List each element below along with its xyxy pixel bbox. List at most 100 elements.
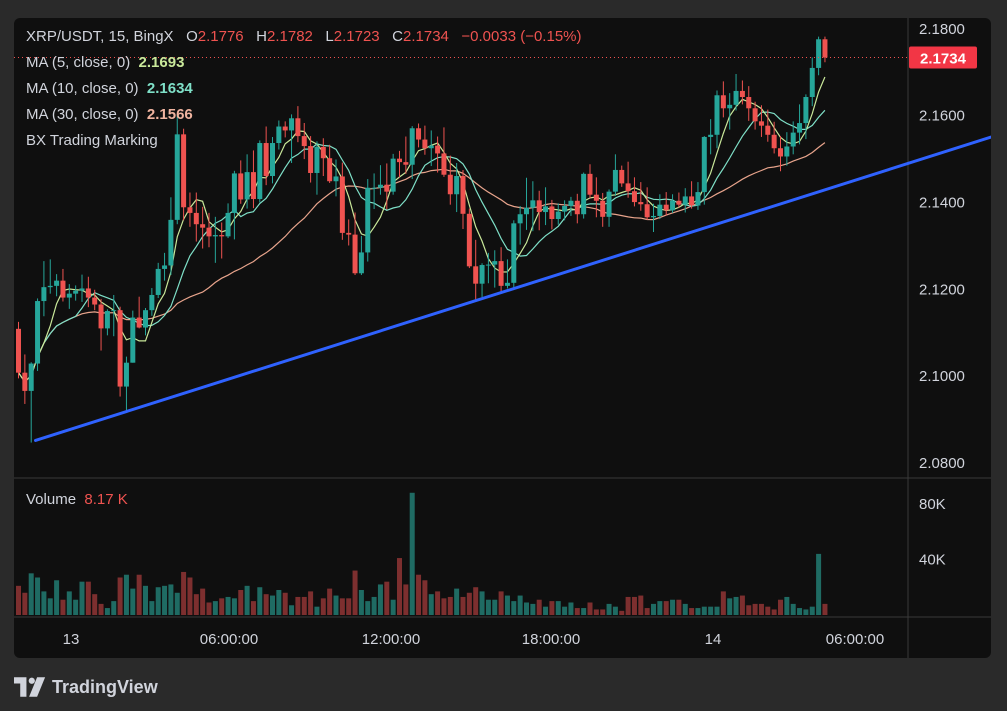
candle-body <box>250 172 256 200</box>
symbol-label[interactable]: XRP/USDT, 15, BingX <box>26 28 174 45</box>
volume-bar <box>479 591 485 615</box>
volume-bar <box>473 587 479 615</box>
volume-bar <box>460 596 466 615</box>
chart-area[interactable]: 2.1800 2.1600 2.1400 2.1200 2.1000 2.0800 80K 4… <box>14 18 991 658</box>
candle-body <box>270 143 275 177</box>
ma30-label: MA (30, close, 0) <box>26 106 139 123</box>
candle-body <box>428 145 434 149</box>
candle-body <box>670 200 676 211</box>
candle-body <box>47 285 53 288</box>
candle-body <box>651 215 656 218</box>
candle-body <box>276 126 282 144</box>
candle-body <box>549 206 555 219</box>
ma30-legend[interactable]: MA (30, close, 0) 2.1566 <box>26 106 193 123</box>
change-value: −0.0033 (−0.15%) <box>461 28 582 45</box>
volume-bar <box>149 601 155 615</box>
candle-body <box>682 196 688 205</box>
volume-bar <box>727 598 733 615</box>
candle-body <box>206 227 212 237</box>
candle-body <box>574 200 580 215</box>
ma5-label: MA (5, close, 0) <box>26 54 131 71</box>
volume-bar <box>549 601 555 615</box>
candle-body <box>257 143 263 200</box>
volume-bar <box>365 601 371 615</box>
candle-body <box>327 158 333 182</box>
candle-body <box>485 264 491 266</box>
volume-bar <box>92 594 98 615</box>
volume-bar <box>638 595 644 615</box>
candle-body <box>492 261 498 265</box>
chart-canvas[interactable]: 2.1800 2.1600 2.1400 2.1200 2.1000 2.0800 80K 4… <box>14 18 991 658</box>
candle-body <box>117 310 123 387</box>
candle-body <box>784 146 790 157</box>
candle-body <box>758 121 764 126</box>
price-tick-label: 2.1800 <box>919 21 965 38</box>
candle-body <box>803 97 809 124</box>
candle-body <box>778 148 783 157</box>
volume-bar <box>790 603 796 615</box>
volume-bar <box>143 585 148 615</box>
volume-bar <box>714 606 720 615</box>
candle-body <box>41 287 47 302</box>
volume-bar <box>66 591 72 615</box>
volume-bar <box>809 606 815 615</box>
volume-bar <box>104 608 110 615</box>
volume-bar <box>219 598 225 615</box>
volume-bar <box>111 601 117 615</box>
volume-bar <box>371 596 377 615</box>
candle-body <box>568 200 574 206</box>
candle-body <box>282 126 288 131</box>
volume-bar <box>155 587 161 615</box>
volume-bar <box>225 596 231 615</box>
candle-body <box>625 183 631 192</box>
volume-bar <box>606 603 612 615</box>
candle-body <box>536 200 542 213</box>
candle-body <box>320 146 326 159</box>
volume-bar <box>765 606 771 615</box>
ma5-legend[interactable]: MA (5, close, 0) 2.1693 <box>26 54 184 71</box>
candle-body <box>314 146 320 173</box>
volume-bar <box>454 588 460 615</box>
volume-bar <box>524 602 529 615</box>
volume-bar <box>593 609 599 615</box>
last-price-badge-text: 2.1734 <box>920 51 967 68</box>
volume-bar <box>136 574 142 615</box>
volume-bar <box>333 595 339 615</box>
candle-body <box>212 235 218 237</box>
volume-legend[interactable]: Volume 8.17 K <box>26 491 128 508</box>
volume-bar <box>568 602 574 615</box>
candle-body <box>612 169 618 192</box>
candle-body <box>790 132 796 147</box>
ma10-legend[interactable]: MA (10, close, 0) 2.1634 <box>26 80 193 97</box>
volume-bar <box>625 596 631 615</box>
volume-bar <box>200 588 206 615</box>
candle-body <box>460 176 466 214</box>
price-tick-label: 2.0800 <box>919 455 965 472</box>
open-label: O <box>186 28 198 45</box>
candle-body <box>168 219 174 266</box>
candle-body <box>289 118 295 131</box>
volume-value: 8.17 K <box>84 491 128 508</box>
price-tick-label: 2.1400 <box>919 195 965 212</box>
candle-body <box>301 136 307 147</box>
volume-bar <box>574 608 580 615</box>
candle-body <box>498 261 504 286</box>
candle-body <box>66 293 72 298</box>
ma5-value: 2.1693 <box>138 54 185 71</box>
volume-bar <box>739 595 745 615</box>
volume-bar <box>314 606 320 615</box>
candle-body <box>657 204 663 216</box>
candle-body <box>123 362 129 387</box>
volume-tick-label: 80K <box>919 496 946 513</box>
candle-body <box>295 118 301 137</box>
volume-bar <box>536 599 542 615</box>
candle-body <box>416 128 422 140</box>
volume-bar <box>689 608 695 615</box>
candle-body <box>530 200 536 208</box>
candle-body <box>200 224 206 228</box>
bx-marking-legend[interactable]: BX Trading Marking <box>26 132 158 149</box>
candle-body <box>473 266 479 284</box>
tradingview-logo[interactable]: TradingView <box>14 672 158 702</box>
volume-bar <box>250 601 256 615</box>
ma30-value: 2.1566 <box>146 106 193 123</box>
